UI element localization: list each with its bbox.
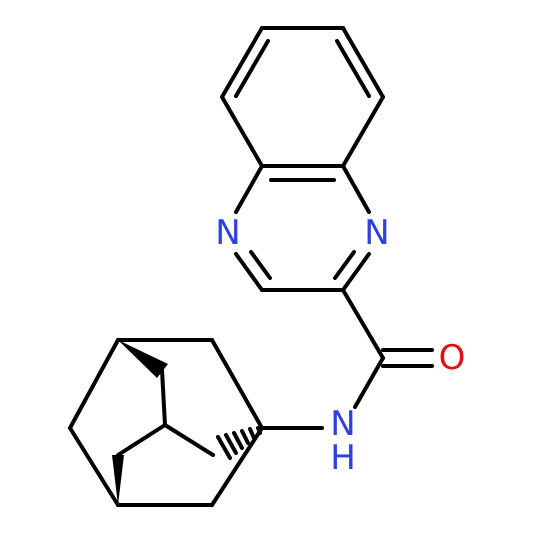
atom-label: N: [330, 404, 355, 444]
wedge-bond: [118, 340, 168, 378]
atom-label: N: [215, 213, 240, 253]
wedge-bond: [112, 455, 124, 505]
hashed-bond: [216, 426, 262, 460]
atom-label: H: [330, 438, 356, 478]
atom-label: N: [364, 213, 389, 253]
atom-label: O: [439, 338, 466, 378]
bonds: [68, 26, 434, 507]
